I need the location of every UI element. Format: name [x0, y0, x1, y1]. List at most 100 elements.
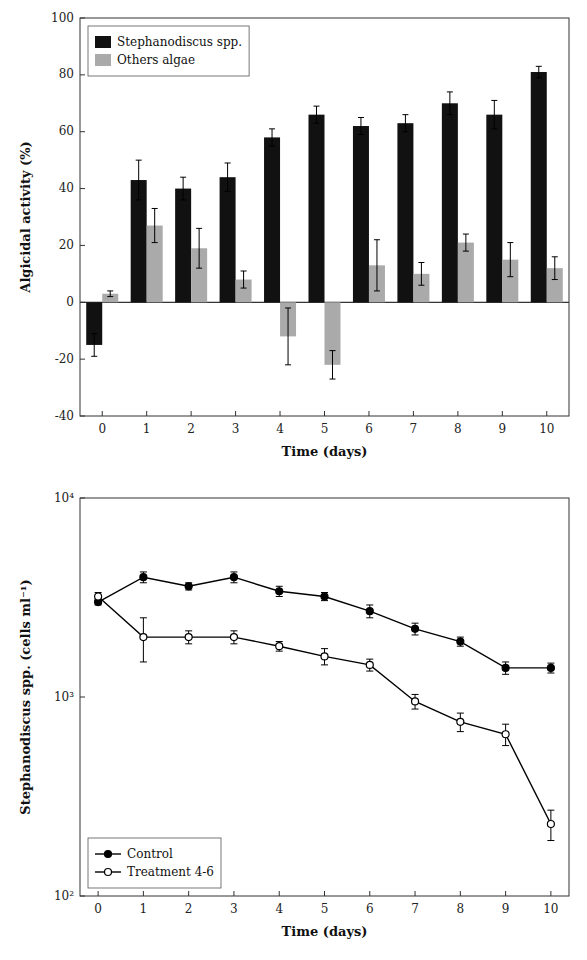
- y-tick-label: -20: [55, 352, 74, 366]
- legend: Stephanodiscus spp. Others algae: [88, 26, 249, 76]
- x-tick-label: 7: [410, 422, 418, 436]
- x-axis-label: Time (days): [282, 444, 368, 459]
- error-bar: [412, 623, 419, 635]
- error-bar: [547, 810, 554, 840]
- y-tick-label: 0: [66, 295, 74, 309]
- y-axis-label: Stephanodiscus spp. (cells ml⁻¹): [18, 579, 33, 814]
- error-bar: [402, 115, 408, 132]
- data-area: [86, 66, 563, 379]
- y-tick: [80, 302, 85, 303]
- data-area: [95, 572, 555, 841]
- point: [457, 718, 464, 725]
- point: [321, 653, 328, 660]
- x-tick: [233, 891, 234, 896]
- error-bar: [321, 593, 328, 601]
- error-bar: [140, 618, 147, 662]
- error-bar: [547, 663, 554, 673]
- error-bar: [358, 118, 364, 135]
- x-tick: [324, 411, 325, 416]
- point: [502, 664, 509, 671]
- error-bar: [313, 106, 319, 123]
- error-bar: [412, 694, 419, 709]
- error-bar: [502, 662, 509, 674]
- x-tick-label: 0: [94, 902, 102, 916]
- legend-marker: [105, 869, 112, 876]
- x-tick: [369, 891, 370, 896]
- y-tick-label: 10³: [54, 690, 74, 704]
- error-bar: [491, 100, 497, 128]
- plot-frame: [80, 18, 569, 416]
- error-bar: [230, 572, 237, 583]
- x-tick: [550, 891, 551, 896]
- x-tick-label: 8: [454, 422, 462, 436]
- legend: ControlTreatment 4-6: [88, 838, 221, 888]
- bar: [442, 103, 458, 302]
- x-tick-label: 0: [98, 422, 106, 436]
- point: [366, 608, 373, 615]
- error-bar: [457, 637, 464, 646]
- x-tick-label: 5: [321, 902, 329, 916]
- x-tick-label: 9: [502, 902, 510, 916]
- point: [140, 634, 147, 641]
- x-tick-label: 1: [143, 422, 151, 436]
- error-bar: [507, 243, 513, 277]
- legend-label: Others algae: [117, 53, 195, 67]
- bar: [308, 115, 324, 303]
- point: [321, 593, 328, 600]
- point: [230, 574, 237, 581]
- x-tick: [324, 891, 325, 896]
- legend-label: Stephanodiscus spp.: [117, 35, 242, 49]
- error-bar: [180, 177, 186, 200]
- error-bar: [269, 129, 275, 146]
- y-tick-label: 60: [59, 124, 74, 138]
- y-tick: [80, 74, 85, 75]
- error-bar: [366, 605, 373, 618]
- x-tick-label: 6: [365, 422, 373, 436]
- x-tick-label: 2: [187, 422, 195, 436]
- x-tick: [146, 411, 147, 416]
- error-bar: [366, 659, 373, 671]
- error-bar: [374, 240, 380, 291]
- bar: [531, 72, 547, 302]
- point: [276, 643, 283, 650]
- error-bar: [285, 308, 291, 365]
- point: [502, 731, 509, 738]
- point: [412, 625, 419, 632]
- x-tick: [457, 411, 458, 416]
- error-bar: [91, 334, 97, 357]
- x-axis-label: Time (days): [282, 924, 368, 939]
- x-tick-label: 3: [230, 902, 238, 916]
- x-tick: [546, 411, 547, 416]
- x-tick-label: 9: [498, 422, 506, 436]
- x-tick-label: 8: [457, 902, 465, 916]
- y-tick: [80, 245, 85, 246]
- y-tick-label: 40: [59, 181, 74, 195]
- panel: 10²10³10⁴012345678910Time (days)Stephano…: [18, 491, 569, 940]
- x-tick: [505, 891, 506, 896]
- legend-label: Control: [127, 847, 173, 861]
- error-bar: [463, 234, 469, 251]
- error-bar: [552, 257, 558, 280]
- legend-marker: [105, 851, 112, 858]
- error-bar: [276, 586, 283, 596]
- error-bar: [502, 724, 509, 745]
- error-bar: [140, 572, 147, 583]
- y-tick: [80, 359, 85, 360]
- error-bar: [107, 291, 113, 297]
- error-bar: [330, 351, 336, 379]
- error-bar: [185, 631, 192, 644]
- point: [230, 634, 237, 641]
- plot-frame: [80, 498, 569, 896]
- point: [185, 634, 192, 641]
- chart: -40-20020406080100012345678910Time (days…: [0, 0, 587, 960]
- bar: [175, 189, 191, 303]
- x-tick-label: 6: [366, 902, 374, 916]
- x-tick-label: 4: [276, 422, 284, 436]
- point: [276, 588, 283, 595]
- y-tick: [80, 697, 85, 698]
- x-tick: [368, 411, 369, 416]
- y-tick-label: 100: [51, 11, 74, 25]
- panel: -40-20020406080100012345678910Time (days…: [18, 11, 569, 460]
- x-tick: [98, 891, 99, 896]
- point: [547, 664, 554, 671]
